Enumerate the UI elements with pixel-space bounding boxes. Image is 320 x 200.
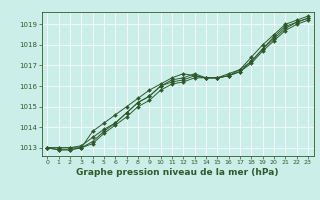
X-axis label: Graphe pression niveau de la mer (hPa): Graphe pression niveau de la mer (hPa)	[76, 168, 279, 177]
